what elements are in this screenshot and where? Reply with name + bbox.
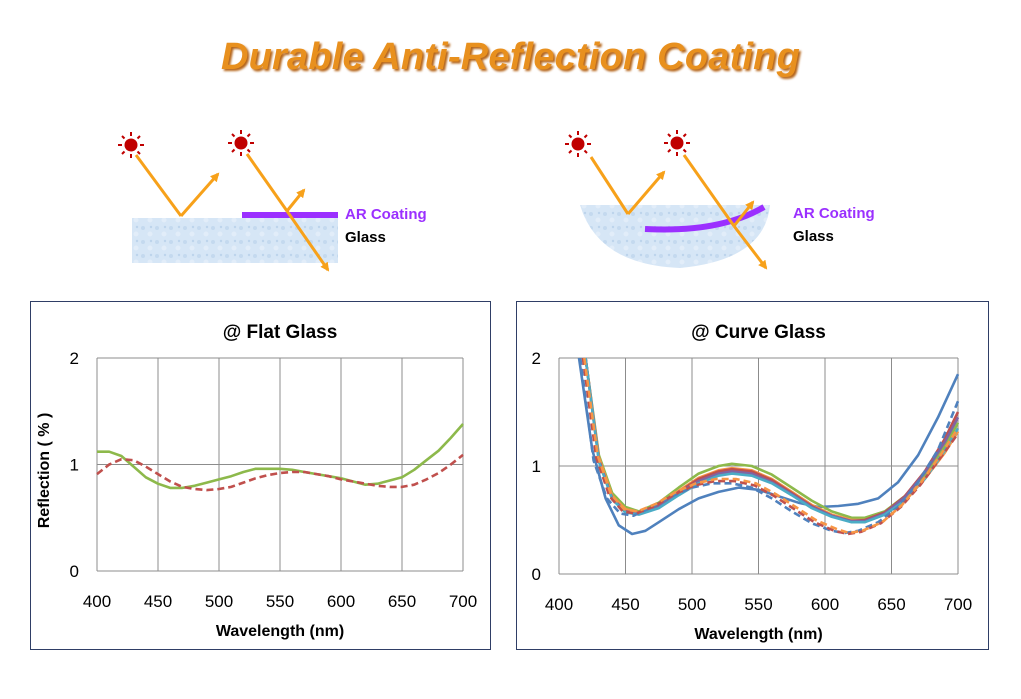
sun-icon [227, 129, 255, 157]
x-tick-label: 400 [545, 595, 573, 614]
x-tick-label: 600 [327, 592, 355, 611]
glass-label: Glass [345, 229, 386, 246]
x-tick-label: 500 [678, 595, 706, 614]
reflected-ray-arrow [626, 170, 666, 215]
series-line-8 [581, 357, 960, 536]
flat-glass-chart: @ Flat Glass 400 450 500 550 600 650 700 0 1 2 Wave… [36, 322, 477, 640]
x-tick-label: 450 [144, 592, 172, 611]
series-line-1 [97, 423, 464, 490]
y-tick-label: 0 [532, 565, 541, 584]
curved-ar-coating-layer [644, 204, 766, 233]
x-tick-label: 550 [266, 592, 294, 611]
x-tick-label: 400 [83, 592, 111, 611]
incident-ray [134, 154, 183, 217]
sun-icon [564, 130, 592, 158]
coating-diagram: AR Coating Glass AR Coating Glass [117, 129, 875, 272]
chart-title: @ Flat Glass [223, 322, 338, 343]
x-axis-label: Wavelength (nm) [216, 623, 344, 640]
series-line-7 [579, 357, 960, 535]
series-line-9 [583, 357, 960, 535]
glass-label: Glass [793, 228, 834, 245]
series-line-1 [577, 357, 960, 536]
series-line-2 [96, 453, 464, 492]
curve-glass-chart: @ Curve Glass 400 450 500 550 600 650 700 0 1 2 Wav… [532, 322, 973, 643]
incident-ray [589, 156, 630, 215]
flat-glass-chart-panel: @ Flat Glass 400 450 500 550 600 650 700 0 1 2 Wave… [30, 301, 491, 650]
reflected-ray-arrow [732, 200, 755, 227]
y-tick-label: 2 [70, 349, 79, 368]
ar-coating-label: AR Coating [793, 205, 875, 222]
y-axis-label: Reflection ( % ) [36, 413, 53, 529]
y-tick-label: 1 [532, 457, 541, 476]
x-tick-label: 450 [611, 595, 639, 614]
x-tick-label: 650 [877, 595, 905, 614]
sun-icon [663, 129, 691, 157]
x-axis-label: Wavelength (nm) [694, 626, 822, 643]
y-tick-label: 0 [70, 562, 79, 581]
reflected-ray-arrow [179, 172, 220, 217]
x-tick-label: 550 [744, 595, 772, 614]
ar-coating-label: AR Coating [345, 206, 427, 223]
chart-title: @ Curve Glass [691, 322, 826, 343]
reflected-ray-arrow [285, 188, 306, 212]
transmitted-ray-arrow [285, 210, 330, 272]
x-tick-label: 700 [944, 595, 972, 614]
x-tick-label: 700 [449, 592, 477, 611]
incident-ray [245, 153, 289, 212]
y-tick-label: 2 [532, 349, 541, 368]
y-tick-label: 1 [70, 456, 79, 475]
x-tick-label: 600 [811, 595, 839, 614]
curve-glass-chart-panel: @ Curve Glass 400 450 500 550 600 650 700 0 1 2 Wav… [516, 301, 989, 650]
page-title: Durable Anti-Reflection Coating [220, 36, 801, 78]
sun-icon [117, 131, 145, 159]
x-tick-label: 650 [388, 592, 416, 611]
transmitted-ray-arrow [732, 225, 768, 270]
x-tick-label: 500 [205, 592, 233, 611]
flat-glass-block [132, 218, 338, 263]
incident-ray [682, 154, 736, 227]
